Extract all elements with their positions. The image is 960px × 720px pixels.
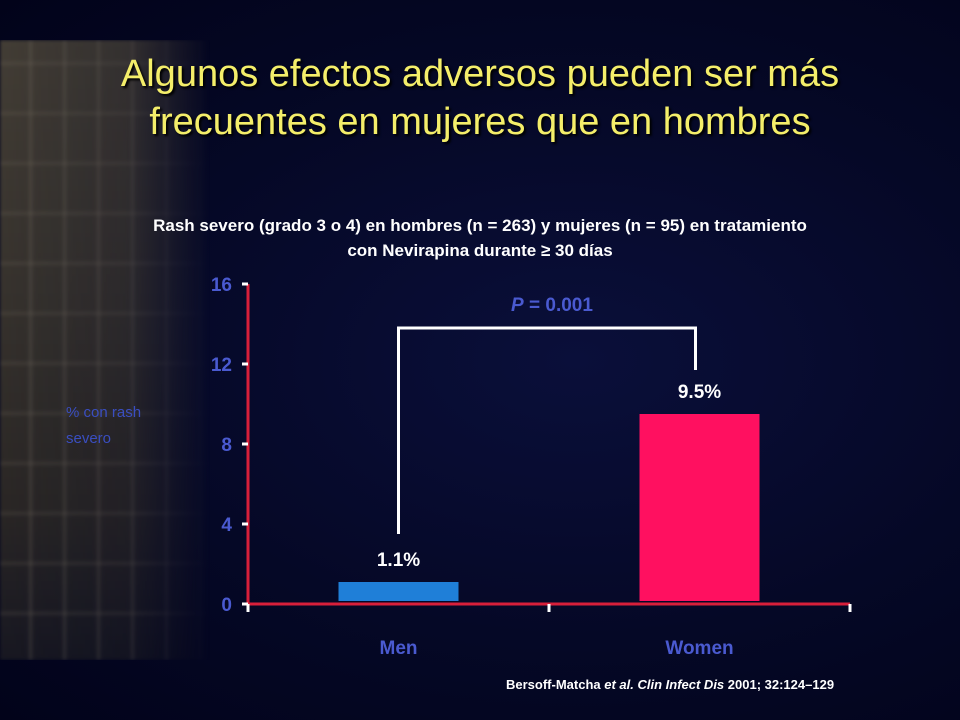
y-axis-label-line-2: severo [66,430,112,447]
citation-journal: et al. Clin Infect Dis [604,677,725,692]
data-label-women: 9.5% [678,382,721,403]
y-tick-label: 12 [211,355,232,376]
citation-details: 2001; 32:124–129 [724,677,835,692]
chart-subtitle: Rash severo (grado 3 o 4) en hombres (n … [40,213,920,263]
background-building-photo [0,40,210,660]
y-tick-label: 16 [211,275,232,296]
chart-subtitle-line-2: con Nevirapina durante ≥ 30 días [347,241,613,260]
y-tick-label: 4 [221,515,232,536]
y-axis-label: % con rash severo [66,400,186,452]
bar-men [338,582,459,601]
y-tick-label: 0 [221,595,232,616]
slide-title: Algunos efectos adversos pueden ser más … [40,50,920,146]
significance-bracket [397,326,697,534]
citation-authors: Bersoff-Matcha [506,677,605,692]
slide-title-line-2: frecuentes en mujeres que en hombres [149,101,811,143]
data-label-men: 1.1% [377,550,420,571]
chart-subtitle-line-1: Rash severo (grado 3 o 4) en hombres (n … [153,216,807,235]
category-label-men: Men [380,638,418,659]
y-axis-label-line-1: % con rash [66,404,142,421]
category-label-women: Women [665,638,733,659]
bar-women [639,414,760,601]
slide-title-line-1: Algunos efectos adversos pueden ser más [120,53,840,95]
citation: Bersoff-Matcha et al. Clin Infect Dis 20… [506,677,834,692]
p-value-label: P = 0.001 [511,295,593,316]
y-tick-label: 8 [221,435,232,456]
